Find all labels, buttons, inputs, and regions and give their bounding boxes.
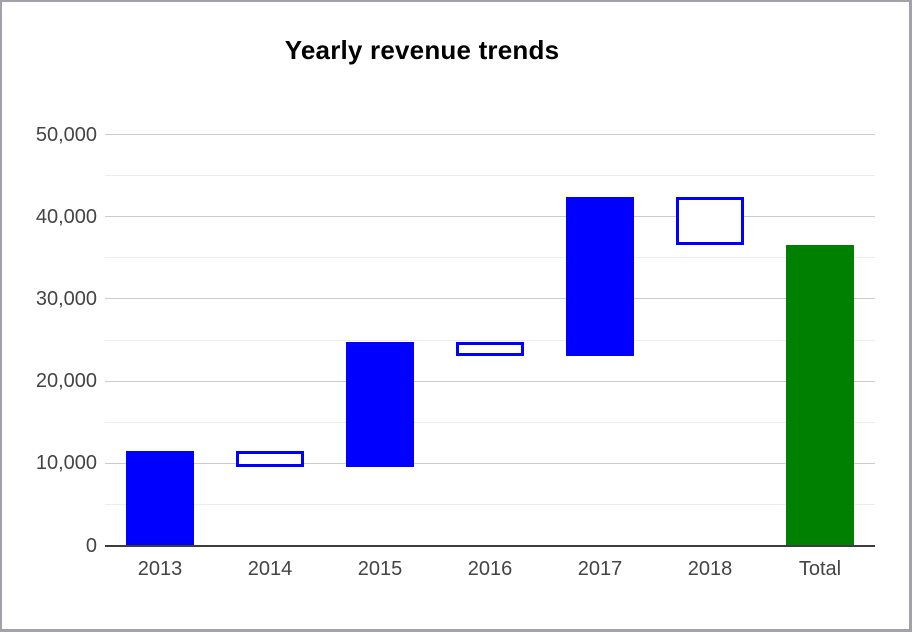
- major-gridline: [105, 462, 875, 464]
- x-axis-label: 2014: [247, 558, 293, 580]
- waterfall-bar-2017[interactable]: [566, 196, 634, 357]
- y-axis-tick-label: 20,000: [35, 370, 97, 393]
- x-axis-label: 2017: [577, 558, 623, 580]
- minor-gridline: [105, 257, 875, 259]
- x-axis-label: 2018: [687, 558, 733, 580]
- chart-title: Yearly revenue trends: [284, 35, 560, 65]
- waterfall-bar-total[interactable]: [786, 245, 854, 546]
- minor-gridline: [105, 503, 875, 505]
- major-gridline: [105, 134, 875, 135]
- y-axis-tick-label: 40,000: [35, 205, 97, 228]
- major-gridline: [105, 216, 875, 218]
- y-axis-tick-label: 30,000: [35, 287, 97, 310]
- waterfall-bar-2015[interactable]: [346, 342, 414, 468]
- x-axis-label: 2016: [467, 558, 513, 580]
- x-axis-label: 2015: [357, 558, 403, 580]
- y-axis-tick-label: 50,000: [35, 123, 97, 146]
- minor-gridline: [105, 175, 875, 177]
- y-axis-tick-label: 0: [85, 534, 97, 557]
- x-axis-label: Total: [798, 558, 842, 580]
- y-axis-tick-label: 10,000: [35, 452, 97, 475]
- waterfall-bar-2013[interactable]: [126, 450, 194, 546]
- waterfall-bar-2018[interactable]: [676, 196, 744, 246]
- minor-gridline: [105, 421, 875, 423]
- major-gridline: [105, 298, 875, 300]
- waterfall-bar-2014[interactable]: [236, 450, 304, 468]
- major-gridline: [105, 380, 875, 382]
- x-axis-label: 2013: [137, 558, 183, 580]
- minor-gridline: [105, 339, 875, 341]
- x-axis-baseline: [105, 544, 875, 547]
- waterfall-bar-2016[interactable]: [456, 342, 524, 357]
